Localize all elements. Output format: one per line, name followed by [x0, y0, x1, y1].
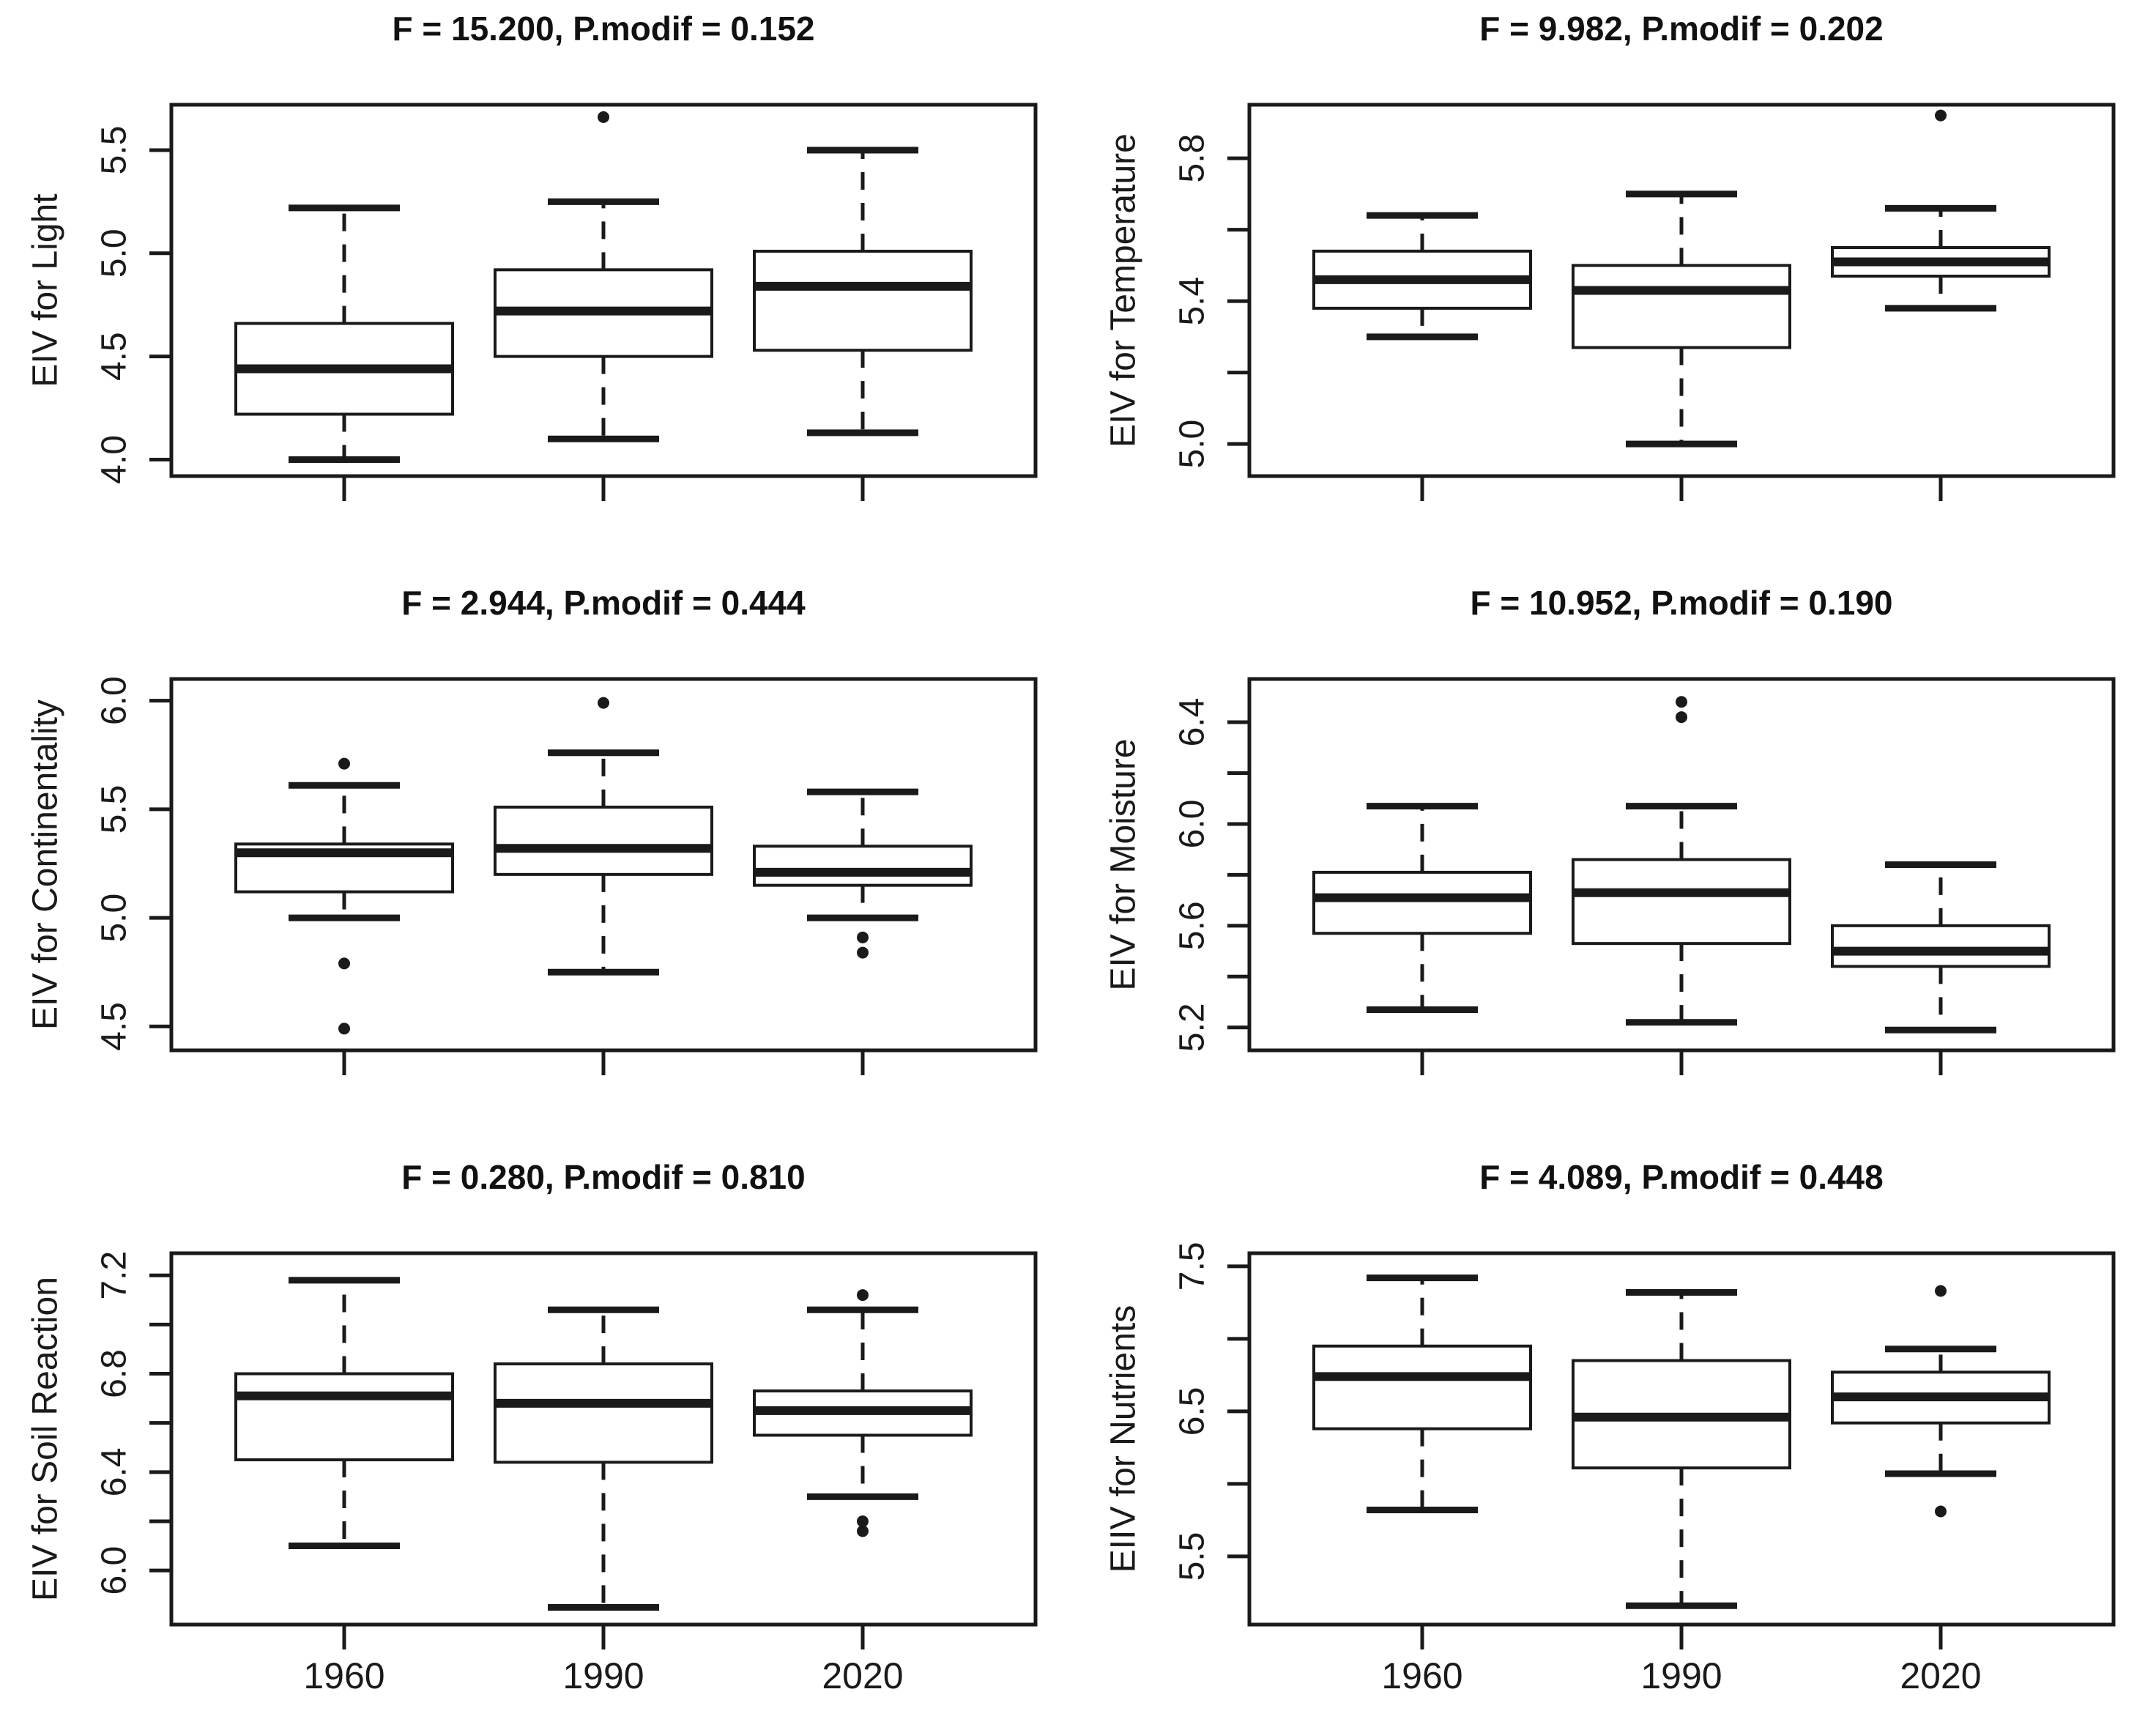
outlier-point: [1935, 1285, 1947, 1297]
y-tick-label: 5.5: [95, 785, 134, 834]
panel-title-soil-reaction: F = 0.280, P.modif = 0.810: [401, 1158, 806, 1196]
boxplot-svg-temperature: 5.0 5.4 5.8 EIV for Temperature: [1104, 103, 2116, 501]
y-tick-label: 7.5: [1173, 1242, 1212, 1291]
panel-title-nutrients: F = 4.089, P.modif = 0.448: [1479, 1158, 1884, 1196]
panel-eiv-temperature: F = 9.982, P.modif = 0.202 5.0 5.4 5.8 EIV …: [1078, 0, 2156, 574]
y-tick-label: 4.5: [95, 332, 134, 381]
x-tick-label-1990: 1990: [1640, 1655, 1722, 1696]
iqr-box-1990: [494, 805, 713, 876]
x-tick-label-2020: 2020: [822, 1655, 903, 1696]
outlier-point: [338, 957, 350, 970]
y-tick-label: 5.0: [95, 229, 134, 278]
panel-eiv-moisture: F = 10.952, P.modif = 0.190 5.2 5.6 6.0 6.4…: [1078, 574, 2156, 1148]
x-tick-label-1990: 1990: [562, 1655, 644, 1696]
y-axis-label: EIV for Light: [26, 193, 65, 387]
x-tick-label-1960: 1960: [303, 1655, 384, 1696]
y-tick-label: 6.5: [1173, 1387, 1212, 1436]
panel-eiv-light: F = 15.200, P.modif = 0.152 4.0 4.5 5.0 5.5…: [0, 0, 1078, 574]
iqr-box-1990: [494, 1362, 713, 1464]
outlier-point: [1676, 696, 1687, 708]
boxplot-svg-soil-reaction: 6.0 6.4 6.8 7.2 EIV for Soil Reaction 1960 199…: [26, 1251, 1038, 1696]
y-tick-label: 7.2: [95, 1251, 134, 1300]
outlier-point: [338, 757, 350, 770]
y-tick-label: 5.6: [1173, 901, 1212, 950]
y-tick-label: 5.5: [1173, 1532, 1212, 1581]
iqr-box-1990: [1572, 264, 1791, 349]
y-tick-label: 6.8: [95, 1349, 134, 1398]
iqr-box-1960: [1312, 870, 1532, 935]
y-tick-label: 5.8: [1173, 134, 1212, 183]
outlier-point: [338, 1023, 350, 1035]
y-tick-label: 5.5: [95, 126, 134, 175]
boxplot-svg-moisture: 5.2 5.6 6.0 6.4 EIV for Moisture: [1104, 677, 2116, 1075]
y-axis-label: EIIV for Nutrients: [1104, 1305, 1143, 1573]
outlier-point: [1935, 1505, 1947, 1518]
y-tick-label: 5.4: [1173, 277, 1212, 326]
panel-title-light: F = 15.200, P.modif = 0.152: [392, 10, 815, 48]
outlier-point: [1935, 109, 1947, 122]
y-tick-label: 6.0: [95, 676, 134, 725]
iqr-box-1960: [234, 1372, 454, 1462]
y-tick-label: 6.0: [1173, 800, 1212, 849]
panel-title-continentality: F = 2.944, P.modif = 0.444: [401, 584, 806, 622]
y-tick-label: 5.2: [1173, 1003, 1212, 1052]
boxplot-svg-continentality: 4.5 5.0 5.5 6.0 EIV for Continentality: [26, 676, 1038, 1075]
outlier-point: [857, 931, 869, 943]
y-tick-label: 6.4: [95, 1447, 134, 1496]
y-tick-label: 4.5: [95, 1002, 134, 1051]
iqr-box-1960: [1312, 1344, 1532, 1430]
outlier-point: [857, 1289, 869, 1302]
y-tick-label: 5.0: [95, 894, 134, 943]
y-tick-label: 5.0: [1173, 420, 1212, 469]
outlier-point: [857, 946, 869, 959]
y-tick-label: 4.0: [95, 435, 134, 484]
y-axis-label: EIV for Temperature: [1104, 133, 1143, 448]
iqr-box-2020: [1831, 924, 2051, 968]
outlier-point: [857, 1525, 869, 1537]
y-axis-label: EIV for Moisture: [1104, 738, 1143, 990]
y-tick-label: 6.4: [1173, 698, 1212, 747]
boxplot-svg-light: 4.0 4.5 5.0 5.5 EIV for Light: [26, 103, 1038, 501]
boxplot-svg-nutrients: 5.5 6.5 7.5 EIIV for Nutrients 1960 1990 2020: [1104, 1242, 2116, 1696]
y-tick-label: 6.0: [95, 1546, 134, 1595]
outlier-point: [1676, 711, 1687, 724]
y-axis-label: EIV for Continentality: [26, 699, 65, 1030]
y-axis-label: EIV for Soil Reaction: [26, 1277, 65, 1601]
panel-eiv-soil-reaction: F = 0.280, P.modif = 0.810 6.0 6.4 6.8 7.2 E…: [0, 1148, 1078, 1722]
panel-eiv-continentality: F = 2.944, P.modif = 0.444 4.5 5.0 5.5 6.0 E…: [0, 574, 1078, 1148]
panel-title-temperature: F = 9.982, P.modif = 0.202: [1479, 10, 1884, 48]
outlier-point: [598, 111, 609, 123]
x-tick-label-2020: 2020: [1900, 1655, 1981, 1696]
iqr-box-2020: [753, 249, 973, 352]
iqr-box-1990: [1572, 858, 1791, 946]
x-tick-label-1960: 1960: [1381, 1655, 1462, 1696]
outlier-point: [857, 1515, 869, 1527]
panel-eiiv-nutrients: F = 4.089, P.modif = 0.448 5.5 6.5 7.5 EIIV…: [1078, 1148, 2156, 1722]
iqr-box-2020: [753, 845, 973, 887]
outlier-point: [598, 697, 609, 709]
panel-title-moisture: F = 10.952, P.modif = 0.190: [1470, 584, 1893, 622]
